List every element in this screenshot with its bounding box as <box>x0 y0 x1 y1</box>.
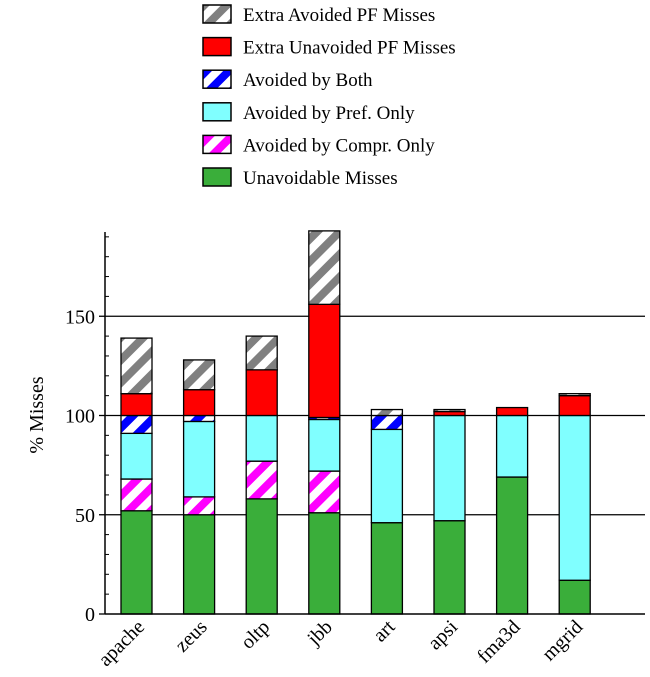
bar-segment <box>245 414 278 462</box>
x-tick-label: zeus <box>171 616 212 657</box>
bar-segment <box>558 414 591 581</box>
bar-segment <box>370 522 404 615</box>
bar-segment <box>245 460 278 500</box>
bar-segment <box>120 510 153 615</box>
bar-segment <box>433 408 466 413</box>
y-tick-label: 50 <box>75 505 95 527</box>
x-tick-label: mgrid <box>538 616 587 665</box>
bar-art <box>370 408 404 615</box>
bar-fma3d <box>495 406 529 615</box>
legend-swatch <box>202 4 232 24</box>
legend-item: Avoided by Pref. Only <box>202 102 415 124</box>
bar-apsi <box>433 408 466 615</box>
bar-segment <box>245 498 278 615</box>
bar-segment <box>120 432 153 480</box>
bar-mgrid <box>558 393 591 615</box>
bar-segment <box>370 408 404 417</box>
bar-segment <box>558 579 591 615</box>
bar-segment <box>495 476 529 615</box>
bar-segment <box>558 393 591 397</box>
bar-segment <box>495 406 529 417</box>
bar-segment <box>370 414 404 431</box>
bar-segment <box>495 414 529 478</box>
bar-oltp <box>245 335 278 615</box>
x-tick-label: apache <box>94 616 149 671</box>
legend-swatch <box>202 134 232 155</box>
legend-label: Avoided by Both <box>243 70 373 91</box>
legend-item: Avoided by Both <box>202 69 373 91</box>
bar-segment <box>308 470 341 514</box>
legend-swatch <box>202 167 232 187</box>
bar-segment <box>120 393 153 417</box>
bar-segment <box>120 337 153 395</box>
bar-segment <box>308 303 341 419</box>
bar-segment <box>308 230 341 305</box>
bar-segment <box>245 369 278 417</box>
bar-segment <box>308 512 341 615</box>
bar-jbb <box>308 230 341 615</box>
bar-zeus <box>182 359 216 615</box>
bar-segment <box>182 420 216 498</box>
legend-label: Avoided by Compr. Only <box>243 135 435 156</box>
legend: Extra Avoided PF Misses Extra Unavoided P… <box>202 4 456 189</box>
bar-segment <box>182 414 216 423</box>
bar-apache <box>120 337 153 615</box>
legend-swatch <box>202 102 232 122</box>
bar-segment <box>182 496 216 516</box>
bar-segment <box>433 520 466 615</box>
bar-segment <box>558 394 591 417</box>
x-tick-label: apsi <box>424 616 463 655</box>
bar-segment <box>182 359 216 391</box>
legend-label: Extra Avoided PF Misses <box>243 5 435 26</box>
bar-segment <box>182 389 216 417</box>
y-tick-label: 100 <box>65 406 95 428</box>
bar-segment <box>120 478 153 512</box>
legend-item: Extra Unavoided PF Misses <box>202 36 456 59</box>
bar-segment <box>245 335 278 371</box>
bar-segment <box>433 414 466 522</box>
bar-segment <box>120 414 153 435</box>
y-tick-label: 0 <box>85 604 95 626</box>
legend-item: Unavoidable Misses <box>202 167 398 189</box>
y-axis-label: % Misses <box>26 376 48 453</box>
legend-item: Extra Avoided PF Misses <box>202 4 435 26</box>
x-tick-label: oltp <box>237 616 275 654</box>
legend-label: Extra Unavoided PF Misses <box>243 38 456 59</box>
legend-swatch <box>202 69 232 89</box>
legend-label: Avoided by Pref. Only <box>243 103 415 124</box>
legend-swatch <box>202 36 232 57</box>
legend-item: Avoided by Compr. Only <box>202 134 435 156</box>
x-tick-label: art <box>369 616 400 647</box>
legend-label: Unavoidable Misses <box>243 168 398 189</box>
bar-segment <box>308 418 341 472</box>
bars <box>120 230 591 615</box>
bar-segment <box>370 428 404 524</box>
x-tick-label: jbb <box>302 616 336 650</box>
y-tick-label: 150 <box>65 306 95 328</box>
x-tick-label: fma3d <box>473 616 525 668</box>
bar-segment <box>182 514 216 615</box>
